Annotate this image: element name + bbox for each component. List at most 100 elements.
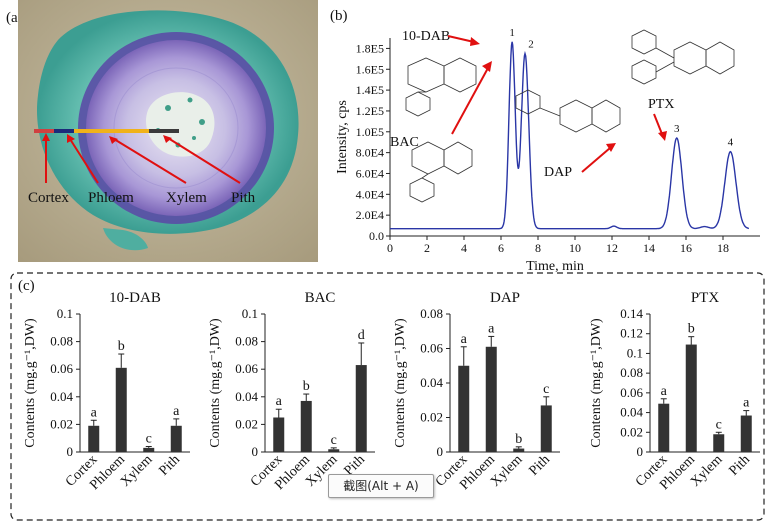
- xylem-segment: [74, 129, 149, 133]
- region-label-xylem: Xylem: [166, 190, 207, 206]
- cortex-segment: [34, 129, 54, 133]
- y-tick-label: 8.0E4: [356, 146, 384, 160]
- bar-xylem: [513, 448, 525, 452]
- panel-c-border: [10, 272, 765, 521]
- bar-xylem: [713, 434, 725, 452]
- x-tick-label: Xylem: [688, 452, 726, 490]
- y-tick-label: 1.4E5: [356, 83, 384, 97]
- y-tick-label: 0.04: [420, 375, 443, 390]
- bar-xylem: [143, 447, 155, 452]
- y-tick-label: 0.02: [50, 416, 73, 431]
- bar-pith: [740, 415, 752, 452]
- bar-phloem: [300, 400, 312, 452]
- xylem-arrowhead: [109, 136, 118, 144]
- bar-phloem: [685, 344, 697, 452]
- significance-letter: a: [276, 394, 283, 409]
- phloem-arrow: [69, 138, 99, 184]
- y-tick-label: 0.02: [235, 416, 258, 431]
- y-tick-label: 0.14: [620, 306, 643, 321]
- bar-pith: [355, 365, 367, 452]
- x-tick-label: 14: [643, 241, 655, 255]
- x-tick-label: Pith: [727, 452, 754, 479]
- arrowhead-10-DAB: [470, 37, 480, 46]
- y-axis-title: Intensity, cps: [335, 100, 350, 174]
- x-tick-label: 10: [569, 241, 581, 255]
- y-tick-label: 0.08: [420, 306, 443, 321]
- significance-letter: a: [91, 405, 98, 420]
- y-tick-label: 1.0E5: [356, 125, 384, 139]
- significance-letter: b: [118, 339, 125, 354]
- compound-label-BAC: BAC: [390, 135, 419, 150]
- significance-letter: c: [331, 433, 337, 448]
- x-tick-label: Xylem: [488, 452, 526, 490]
- bar-chart-DAP: DAP 0 0.02 0.04 0.06 0.08 Contents (mg.g⁻¹,DW)…: [393, 290, 560, 493]
- y-tick-label: 0.04: [235, 389, 258, 404]
- phloem-segment: [54, 129, 74, 133]
- bar-phloem: [115, 367, 127, 452]
- chromatogram: 0 2 4 6 8 10 12 14 16 180.02.0E44.0E46.0E48.0E41.…: [335, 27, 760, 274]
- y-tick-label: 0.1: [627, 345, 643, 360]
- chart-title: BAC: [305, 290, 336, 306]
- y-tick-label: 1.2E5: [356, 104, 384, 118]
- y-tick-label: 0.08: [620, 365, 643, 380]
- y-tick-label: 4.0E4: [356, 187, 384, 201]
- significance-letter: a: [461, 332, 468, 347]
- y-tick-label: 0: [437, 444, 444, 459]
- y-tick-label: 1.8E5: [356, 41, 384, 55]
- y-tick-label: 0.08: [235, 334, 258, 349]
- pith-cell: [187, 97, 193, 103]
- peak-number-2: 2: [528, 39, 534, 51]
- y-tick-label: 0.08: [50, 334, 73, 349]
- y-tick-label: 2.0E4: [356, 208, 384, 222]
- structure-PTX: [631, 29, 735, 85]
- y-axis-title: Contents (mg.g⁻¹,DW): [23, 318, 38, 448]
- peak-number-1: 1: [509, 27, 514, 39]
- y-tick-label: 0.04: [50, 389, 73, 404]
- pith-cell: [165, 105, 171, 111]
- pith-arrow: [167, 137, 241, 184]
- branch-stub: [103, 228, 148, 251]
- structure-DAP: [515, 89, 621, 133]
- region-label-phloem: Phloem: [88, 190, 134, 206]
- y-tick-label: 0.06: [235, 361, 258, 376]
- x-tick-label: 12: [606, 241, 618, 255]
- bar-charts: 10-DAB 0 0.02 0.04 0.06 0.08 0.1 Contents (mg.g…: [23, 290, 760, 493]
- chromatogram-line: [390, 41, 750, 230]
- significance-letter: b: [515, 432, 522, 447]
- significance-letter: d: [358, 328, 365, 343]
- y-axis-title: Contents (mg.g⁻¹,DW): [393, 318, 408, 448]
- growth-ring: [113, 67, 239, 189]
- y-tick-label: 0.06: [50, 361, 73, 376]
- y-tick-label: 0: [637, 444, 644, 459]
- pith-cell: [199, 119, 205, 125]
- pith-cell: [192, 136, 196, 140]
- x-tick-label: 6: [498, 241, 504, 255]
- bar-pith: [170, 425, 182, 452]
- screenshot-tooltip: 截图(Alt + A): [328, 474, 434, 498]
- significance-letter: b: [688, 322, 695, 337]
- y-tick-label: 0.0: [369, 229, 384, 243]
- chromatogram-trace-group: 1 2 3 4: [390, 27, 750, 230]
- x-tick-label: Pith: [527, 452, 554, 479]
- peak-number-4: 4: [728, 137, 734, 149]
- significance-letter: a: [173, 404, 180, 419]
- pith-segment: [149, 129, 179, 133]
- x-tick-label: Pith: [157, 452, 184, 479]
- bar-pith: [540, 405, 552, 452]
- bar-chart-PTX: PTX 0 0.02 0.04 0.06 0.08 0.1 0.12 0.14 Contents …: [589, 290, 760, 493]
- y-tick-label: 0.04: [620, 405, 643, 420]
- x-axis-title: Time, min: [526, 259, 584, 274]
- y-axis-title: Contents (mg.g⁻¹,DW): [208, 318, 223, 448]
- bar-cortex: [273, 417, 285, 452]
- bar-cortex: [458, 365, 470, 452]
- significance-letter: a: [743, 396, 750, 411]
- compound-label-PTX: PTX: [648, 97, 674, 112]
- y-tick-label: 0: [252, 444, 259, 459]
- arrowhead-PTX: [658, 131, 667, 141]
- arrowhead-DAP: [606, 143, 616, 152]
- significance-letter: c: [543, 382, 549, 397]
- compound-label-10-DAB: 10-DAB: [402, 29, 450, 44]
- y-tick-label: 0.02: [420, 410, 443, 425]
- chart-title: DAP: [490, 290, 520, 306]
